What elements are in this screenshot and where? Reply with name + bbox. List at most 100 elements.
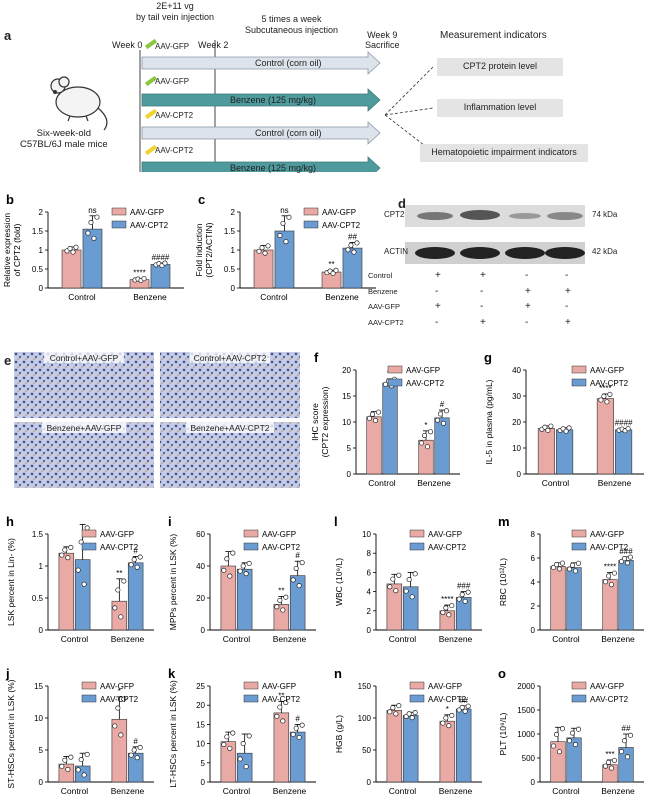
bar [596,398,614,475]
bar [602,579,618,631]
legend-label: AAV-CPT2 [590,695,629,704]
y-axis-label: ST-HSCs percent in LSK (%) [6,679,16,788]
y-tick-label: 0 [367,778,372,787]
y-tick-label: 2 [367,607,372,616]
y-tick-label: 10 [342,418,351,427]
data-point [550,564,557,571]
legend-label: AAV-GFP [428,682,462,691]
y-tick-label: 20 [196,701,205,710]
data-point [462,708,468,714]
data-point [243,571,249,577]
y-tick-label: 4 [367,588,372,597]
ihc-label-2: Control+AAV-CPT2 [193,353,267,363]
significance-label: ** [278,586,284,595]
y-tick-label: 0.5 [224,265,236,274]
data-point [221,567,227,573]
data-point [283,699,289,706]
y-tick-label: 15 [342,392,351,401]
y-tick-label: 0 [231,284,236,293]
y-tick-label: 15 [196,720,205,729]
y-tick-label: 1.5 [32,530,44,539]
data-point [296,734,302,741]
x-tick-label: Benzene [273,634,307,644]
data-point [293,725,299,731]
y-tick-label: 0 [201,778,206,787]
panel-a-letter: a [4,28,12,43]
data-point [440,609,446,616]
data-point [553,562,560,568]
y-tick-label: 100 [358,714,372,723]
chart-g: g 0 10 20 30 40 IL-5 in plasma (pg/mL) Control B… [484,350,644,488]
row3-treatment: Control (corn oil) [255,128,322,138]
data-point [131,747,137,753]
legend-label: AAV-GFP [130,208,164,217]
y-tick-label: 10 [362,530,371,539]
row3-virus: AAV-CPT2 [155,111,194,120]
data-point [459,704,465,710]
x-tick-label: Control [368,478,396,488]
data-point [59,763,65,769]
chart-f: f 0 5 10 15 20 IHC score (CPT2 expression) Contr… [310,350,460,488]
data-point [345,247,351,253]
data-point [62,547,68,553]
week2-label: Week 2 [198,40,229,50]
data-point [421,432,428,439]
y-axis-label: of CPT2 (fold) [12,223,22,276]
x-tick-label: Control [68,292,96,302]
y-tick-label: 0 [531,626,536,635]
blot-sign: - [565,301,569,312]
data-point [65,555,71,561]
panel-a-schematic [50,38,588,172]
data-point [256,248,262,254]
data-point [605,759,612,765]
data-point [604,399,610,405]
x-tick-label: Control [552,634,580,644]
bar [550,566,566,631]
x-tick-label: Control [223,634,251,644]
y-axis-label: IL-5 in plasma (pg/mL) [484,379,494,464]
significance-label: ### [457,582,471,591]
data-point [608,582,615,588]
significance-label: ns [88,206,96,215]
data-point [440,720,446,726]
legend-swatch [409,542,425,551]
y-tick-label: 0 [39,626,44,635]
y-tick-label: 50 [362,746,371,755]
blot-row-label: Control [368,271,393,280]
y-tick-label: 4 [531,578,536,587]
legend-swatch [243,529,259,538]
y-tick-label: 25 [196,682,205,691]
y-tick-label: 0 [201,626,206,635]
data-point [246,560,252,566]
significance-label: * [118,687,121,696]
data-point [354,240,360,246]
mouse-label: Six-week-old C57BL/6J male mice [20,128,108,150]
data-point [68,544,74,550]
x-tick-label: Benzene [325,292,359,302]
data-point [81,581,87,587]
data-point [299,722,305,728]
legend-swatch [81,542,97,551]
data-point [601,393,607,399]
y-tick-label: 10 [512,444,521,453]
indicator-cpt2: CPT2 protein level [462,61,538,71]
data-point [412,571,418,577]
data-point [230,730,236,736]
panel-letter: m [498,514,510,529]
y-axis-label: PLT (10⁹/L) [498,712,508,755]
data-point [566,425,572,431]
legend-swatch [111,207,127,216]
data-point [128,562,134,568]
y-axis-label: MPPs percent in LSK (%) [168,534,178,631]
data-point [94,214,100,220]
significance-label: * [424,421,427,430]
y-axis-label: LSK percent in Lin- (%) [6,538,16,626]
bar [382,382,398,475]
legend-swatch [81,681,97,690]
y-tick-label: 1.5 [224,227,236,236]
panel-letter: g [484,350,492,365]
data-point [280,220,286,226]
y-tick-label: 6 [367,568,372,577]
data-point [348,242,354,248]
data-point [230,550,236,556]
